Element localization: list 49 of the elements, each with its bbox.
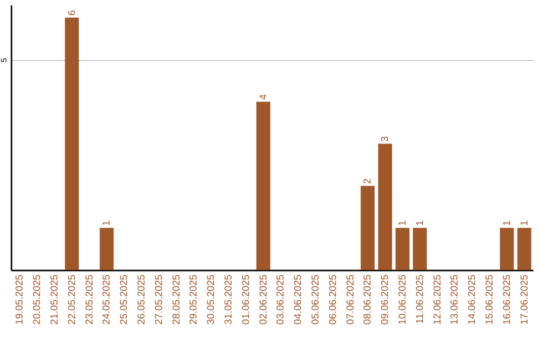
data-label: 1 — [102, 220, 113, 226]
x-tick-label: 16.06.2025 — [502, 274, 513, 325]
x-tick-label: 12.06.2025 — [432, 274, 444, 325]
bar — [378, 144, 392, 270]
x-tick-label: 15.06.2025 — [484, 274, 496, 325]
x-tick-label: 19.05.2025 — [14, 274, 26, 325]
data-label: 1 — [414, 220, 426, 226]
bar — [256, 102, 270, 270]
x-tick-label: 17.06.2025 — [519, 274, 530, 325]
y-tick-label: 5 — [0, 57, 8, 62]
x-tick-label: 28.05.2025 — [171, 274, 182, 325]
data-label: 1 — [519, 220, 530, 226]
data-label: 6 — [66, 10, 78, 16]
bar — [100, 228, 114, 270]
x-tick-label: 11.06.2025 — [414, 274, 426, 324]
x-tick-label: 10.06.2025 — [398, 274, 408, 325]
x-tick-label: 06.06.2025 — [328, 274, 339, 325]
x-tick-label: 30.05.2025 — [206, 274, 218, 325]
bar — [360, 186, 375, 270]
bar — [517, 228, 532, 270]
x-tick-label: 23.05.2025 — [84, 274, 96, 325]
bar — [412, 228, 427, 270]
x-tick-label: 29.05.2025 — [188, 274, 200, 325]
x-tick-label: 05.06.2025 — [310, 274, 322, 325]
data-label: 2 — [362, 178, 374, 184]
x-tick-label: 22.05.2025 — [66, 274, 78, 325]
x-tick-label: 25.05.2025 — [119, 274, 130, 325]
bar — [500, 228, 514, 270]
x-tick-label: 09.06.2025 — [380, 274, 392, 325]
bar — [64, 18, 79, 270]
x-tick-label: 31.05.2025 — [224, 274, 234, 325]
x-tick-label: 21.05.2025 — [50, 274, 60, 325]
x-tick-label: 08.06.2025 — [362, 274, 374, 325]
x-tick-label: 14.06.2025 — [467, 274, 478, 325]
x-tick-label: 04.06.2025 — [293, 274, 304, 325]
data-label: 1 — [502, 220, 513, 226]
x-tick-label: 07.06.2025 — [345, 274, 356, 325]
x-tick-label: 02.06.2025 — [258, 274, 270, 325]
x-tick-label: 03.06.2025 — [276, 274, 287, 325]
x-tick-label: 24.05.2025 — [102, 274, 113, 325]
data-label: 4 — [258, 94, 270, 100]
x-tick-label: 27.05.2025 — [154, 274, 165, 325]
bar — [396, 228, 410, 270]
data-label: 3 — [380, 136, 392, 142]
x-tick-label: 13.06.2025 — [450, 274, 461, 325]
x-tick-label: 20.05.2025 — [32, 274, 44, 325]
x-tick-label: 26.05.2025 — [136, 274, 148, 325]
x-tick-label: 01.06.2025 — [240, 274, 252, 325]
data-label: 1 — [398, 220, 408, 226]
